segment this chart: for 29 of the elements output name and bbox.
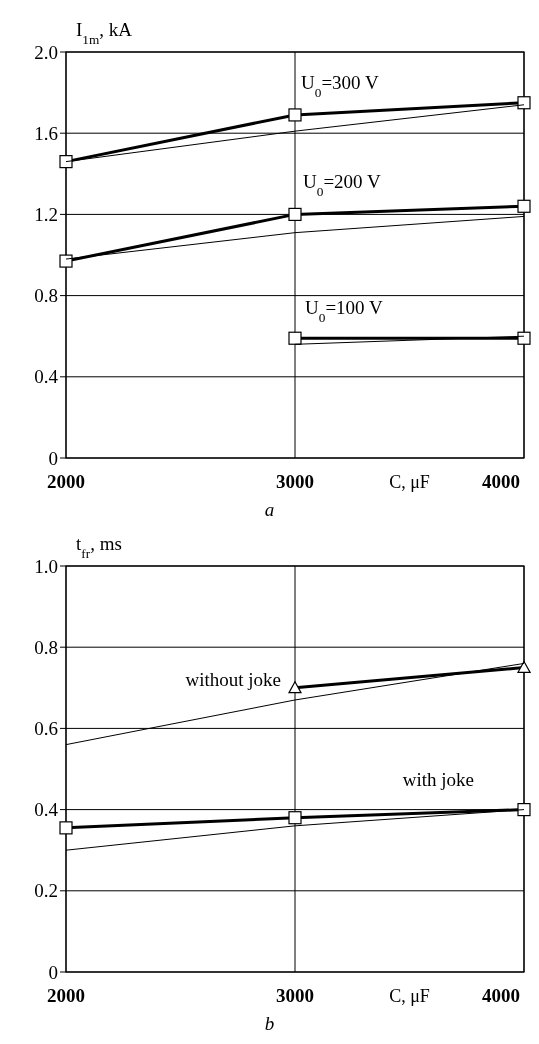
y-tick-label: 0.4 — [34, 366, 59, 388]
y-tick-label: 1.6 — [34, 122, 58, 144]
y-tick-label: 0.8 — [34, 636, 58, 658]
y-tick-label: 0.8 — [34, 285, 58, 307]
y-axis-title: t$_{fr}$, ms — [76, 533, 122, 561]
series-label: without joke — [185, 668, 281, 690]
y-tick-label: 1.0 — [34, 555, 58, 577]
series-label: with joke — [402, 768, 474, 790]
y-tick-label: 1.2 — [34, 204, 58, 226]
x-axis-title: C, μF — [389, 986, 430, 1006]
y-tick-label: 0 — [48, 961, 58, 983]
x-tick-label: 3000 — [276, 471, 314, 492]
text: b — [264, 1013, 275, 1034]
x-tick-label: 2000 — [47, 471, 85, 492]
series-label: U$_{0}$=200 V — [303, 171, 382, 199]
x-axis-title: C, μF — [389, 472, 430, 492]
series-label: U$_{0}$=300 V — [301, 71, 380, 100]
y-tick-label: 0.4 — [34, 799, 59, 821]
x-tick-label: 4000 — [482, 471, 520, 492]
y-axis-title: I$_{1m}$, kA — [76, 19, 133, 47]
x-tick-label: 4000 — [482, 985, 520, 1006]
x-tick-label: 2000 — [47, 985, 85, 1006]
series-label: U$_{0}$=100 V — [305, 297, 384, 325]
y-tick-label: 2.0 — [34, 41, 58, 63]
text: a — [264, 499, 275, 520]
x-tick-label: 3000 — [276, 985, 314, 1006]
y-tick-label: 0.6 — [34, 718, 58, 740]
y-tick-label: 0.2 — [34, 880, 58, 902]
y-tick-label: 0 — [48, 447, 58, 469]
